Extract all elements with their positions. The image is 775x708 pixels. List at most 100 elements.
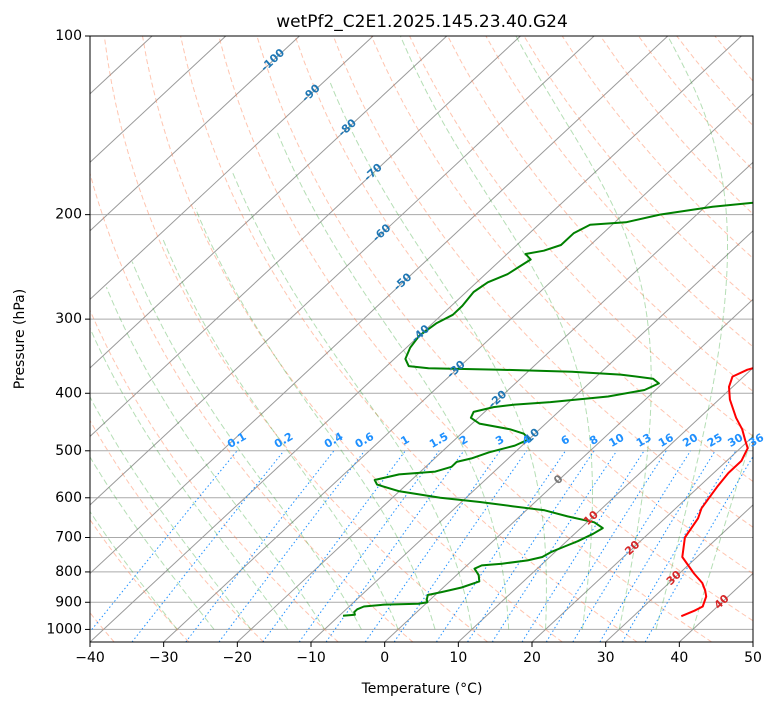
dry-adiabat-line bbox=[90, 518, 190, 642]
y-tick-label: 1000 bbox=[46, 621, 82, 637]
dry-adiabat-line bbox=[90, 309, 339, 642]
moist-adiabat-line bbox=[90, 510, 178, 630]
y-axis: 100 200 300 400 500 600 700 800 900 1000 bbox=[46, 28, 90, 637]
moist-adiabat-line bbox=[162, 239, 399, 630]
mixing-ratio-line bbox=[599, 450, 716, 642]
isotherm-line bbox=[236, 161, 753, 642]
mixing-ratio-label: 1.5 bbox=[427, 430, 450, 451]
moist-adiabat-line bbox=[276, 131, 510, 630]
dry-adiabat-line bbox=[180, 36, 638, 642]
isotherm-line bbox=[752, 641, 753, 642]
isotherm-line bbox=[531, 435, 753, 642]
x-tick-label: −30 bbox=[149, 650, 179, 666]
y-tick-label: 700 bbox=[55, 530, 82, 546]
mixing-ratio-line bbox=[90, 450, 238, 633]
dry-adiabat-line bbox=[103, 36, 488, 642]
x-tick-label: −20 bbox=[223, 650, 253, 666]
moist-adiabat-line bbox=[232, 172, 473, 630]
x-tick-label: −40 bbox=[75, 650, 105, 666]
y-tick-label: 200 bbox=[55, 207, 82, 223]
isotherm-line bbox=[90, 36, 669, 575]
moist-adiabat-line bbox=[105, 287, 325, 630]
dewpoint-profile-line bbox=[342, 201, 753, 617]
mixing-ratio-label: 16 bbox=[656, 431, 676, 450]
dry-adiabat-line bbox=[218, 36, 712, 642]
x-tick-label: 40 bbox=[670, 650, 688, 666]
y-tick-label: 800 bbox=[55, 564, 82, 580]
dry-adiabat-line bbox=[90, 419, 264, 642]
isotherm-line bbox=[90, 36, 300, 232]
y-tick-label: 300 bbox=[55, 311, 82, 327]
mixing-ratio-label: 6 bbox=[559, 433, 572, 448]
x-tick-label: −10 bbox=[296, 650, 326, 666]
isotherm-line bbox=[90, 36, 521, 438]
moist-adiabat-line bbox=[90, 327, 289, 630]
dry-adiabat-line bbox=[332, 36, 753, 528]
moist-adiabat-line bbox=[515, 36, 652, 630]
mixing-ratio-line bbox=[131, 450, 285, 642]
mixing-ratio-label: 20 bbox=[680, 431, 700, 450]
dry-adiabat-line bbox=[485, 36, 753, 348]
mixing-ratio-line bbox=[298, 450, 440, 642]
mixing-ratio-line bbox=[393, 450, 528, 642]
mixing-ratio-line bbox=[572, 450, 691, 642]
moist-adiabat-line bbox=[131, 261, 362, 630]
dry-adiabat-line bbox=[90, 171, 414, 642]
isotherm-line bbox=[457, 367, 753, 642]
mixing-ratio-line bbox=[218, 450, 366, 642]
dry-adiabat-line bbox=[752, 36, 753, 37]
y-axis-label: Pressure (hPa) bbox=[12, 289, 28, 389]
x-axis: −40 −30 −20 −10 0 10 20 30 40 50 bbox=[75, 642, 762, 666]
y-tick-label: 400 bbox=[55, 385, 82, 401]
dry-adiabat-line bbox=[714, 36, 753, 82]
x-tick-label: 0 bbox=[380, 650, 389, 666]
mixing-ratio-line bbox=[325, 450, 465, 642]
isotherm-line bbox=[90, 36, 374, 301]
x-axis-label: Temperature (°C) bbox=[361, 681, 483, 697]
moist-adiabat-line bbox=[194, 207, 436, 630]
isotherm-line bbox=[678, 572, 753, 642]
isotherm-line bbox=[90, 36, 595, 506]
mixing-ratio-label: 1 bbox=[399, 433, 412, 448]
mixing-ratio-line bbox=[491, 450, 618, 642]
x-tick-label: 50 bbox=[744, 650, 762, 666]
mixing-ratio-label: 0.4 bbox=[322, 430, 346, 451]
dry-adiabat-line bbox=[294, 36, 753, 575]
moist-adiabat-line bbox=[90, 395, 252, 630]
dry-adiabat-line bbox=[638, 36, 753, 171]
y-tick-label: 100 bbox=[55, 28, 82, 44]
isotherm-label: -100 bbox=[258, 46, 287, 74]
mixing-ratio-line bbox=[467, 450, 595, 642]
x-tick-label: 10 bbox=[449, 650, 467, 666]
isotherm-line bbox=[310, 230, 753, 642]
mixing-ratio-line bbox=[435, 450, 566, 642]
isotherm-line bbox=[90, 36, 448, 369]
mixing-ratio-line bbox=[262, 450, 406, 642]
x-tick-label: 30 bbox=[597, 650, 615, 666]
mixing-ratio-label: 0.1 bbox=[225, 430, 248, 451]
y-tick-label: 500 bbox=[55, 443, 82, 459]
dry-adiabat-line bbox=[256, 36, 753, 622]
isotherm-line bbox=[384, 298, 753, 642]
y-tick-label: 600 bbox=[55, 490, 82, 506]
background-lines bbox=[90, 36, 753, 642]
x-tick-label: 20 bbox=[523, 650, 541, 666]
isotherm-line bbox=[605, 504, 753, 642]
mixing-ratio-label: 13 bbox=[634, 431, 654, 450]
moist-adiabat-line bbox=[329, 82, 547, 630]
y-tick-label: 900 bbox=[55, 594, 82, 610]
mixing-ratio-label: 2 bbox=[457, 433, 470, 448]
mixing-ratio-line bbox=[521, 450, 645, 642]
temperature-profile-line bbox=[680, 367, 753, 618]
dry-adiabat-line bbox=[142, 36, 563, 642]
dry-adiabat-line bbox=[370, 36, 753, 483]
mixing-ratio-line bbox=[364, 450, 501, 642]
isotherm-line bbox=[90, 36, 227, 163]
dry-adiabat-line bbox=[409, 36, 753, 437]
mixing-ratio-label: 10 bbox=[607, 431, 627, 450]
moist-adiabat-line bbox=[399, 36, 593, 630]
moist-adiabat-line bbox=[90, 456, 215, 630]
mixing-ratio-label: 8 bbox=[587, 433, 600, 448]
mixing-ratio-line bbox=[185, 450, 335, 642]
